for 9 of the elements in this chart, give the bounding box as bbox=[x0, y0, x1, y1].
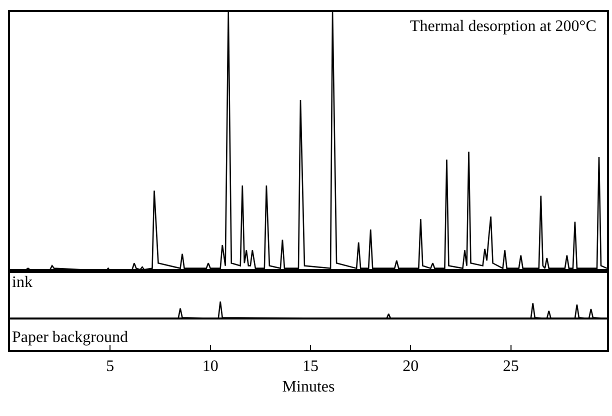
x-tick-label: 25 bbox=[502, 358, 519, 376]
x-tick-label: 20 bbox=[402, 358, 419, 376]
x-tick-label: 15 bbox=[302, 358, 318, 376]
annotation: Thermal desorption at 200°C bbox=[410, 18, 596, 35]
text: ink bbox=[12, 274, 32, 291]
text: Paper background bbox=[12, 329, 128, 346]
x-tick-label: 5 bbox=[106, 358, 114, 376]
x-tick-label: 10 bbox=[202, 358, 218, 376]
x-axis-title: Minutes bbox=[282, 378, 335, 396]
